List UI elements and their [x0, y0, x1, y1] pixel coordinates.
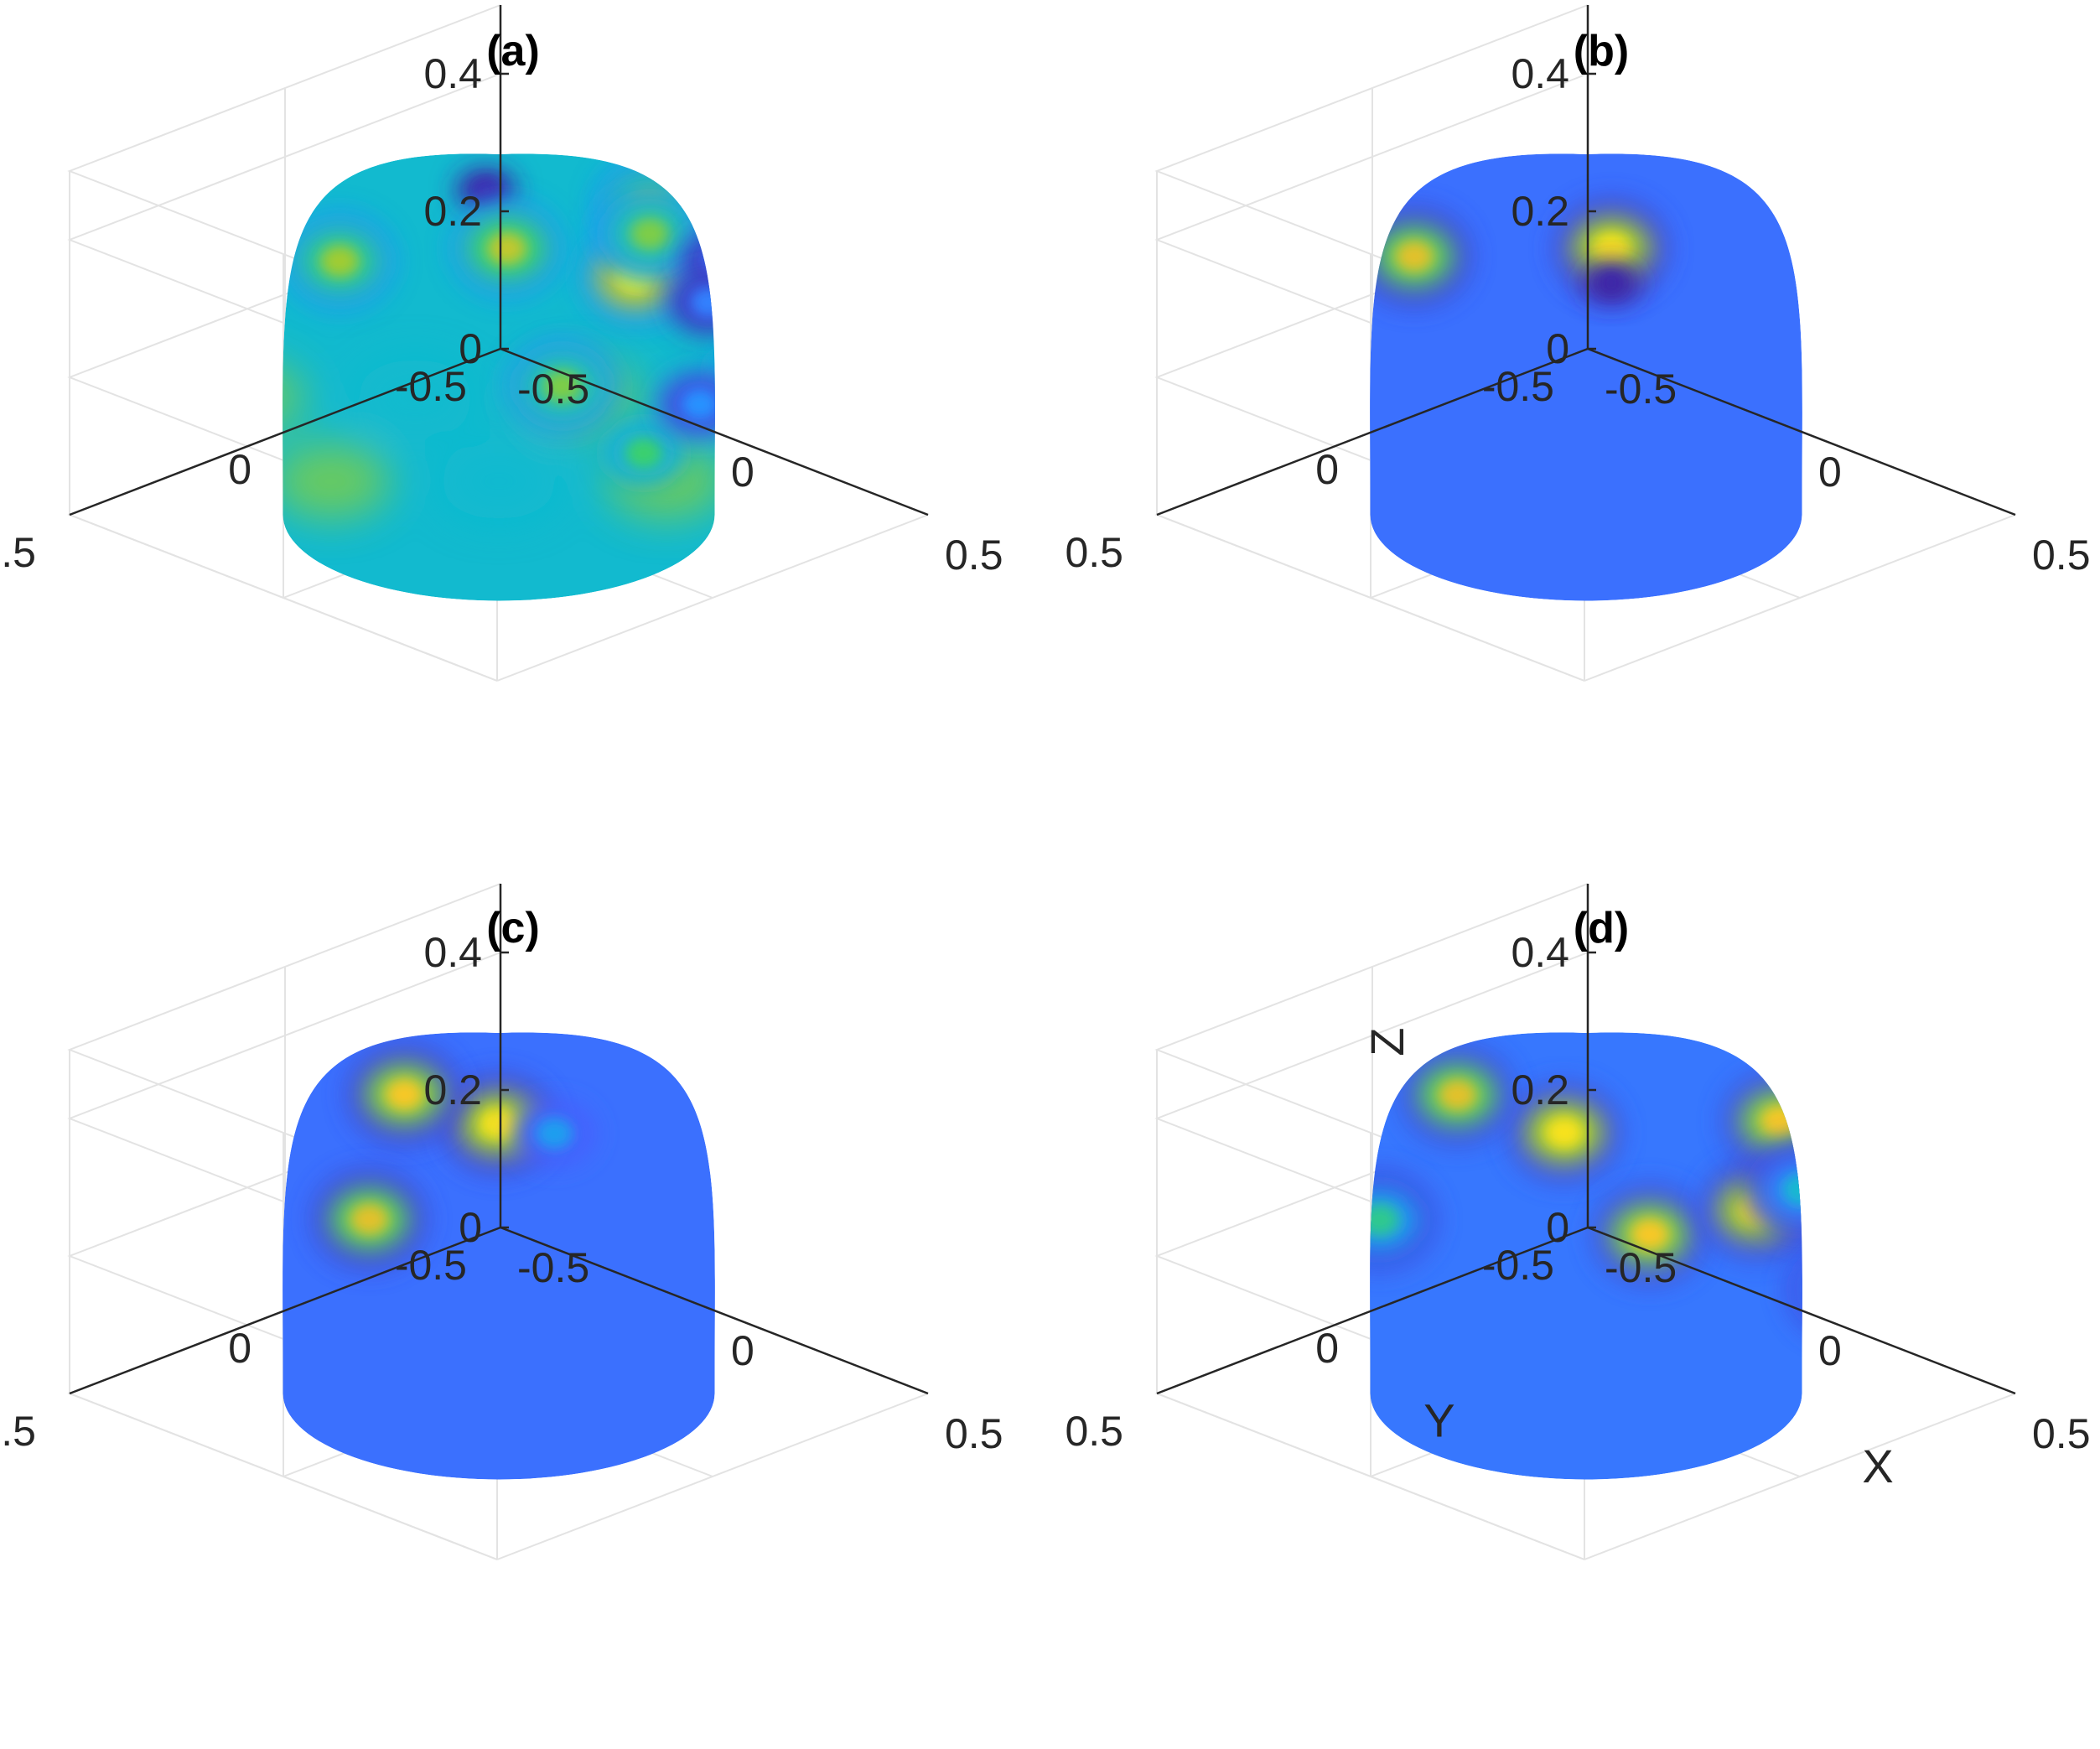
peak-13: [668, 270, 715, 335]
peak-1: [1400, 1045, 1515, 1145]
surface: [283, 1032, 715, 1480]
peak-6: [1786, 1238, 1802, 1340]
z-tick-label: 0: [459, 325, 482, 372]
z-tick-label: 0.4: [1511, 50, 1569, 97]
y-tick-label: -0.5: [395, 1242, 467, 1289]
surface: [1370, 1032, 1906, 1480]
x-tick-label: 0: [1818, 1327, 1842, 1374]
x-tick-label: 0: [1818, 449, 1842, 496]
peak-2: [1592, 1184, 1707, 1285]
peak-2: [312, 1169, 427, 1270]
axes: [69, 884, 929, 1395]
axes: [1156, 5, 2016, 516]
x-tick-label: 0: [731, 1327, 754, 1374]
peak-7: [707, 340, 715, 405]
peak-14: [659, 372, 715, 437]
x-tick-label: 0.5: [945, 532, 1003, 579]
panel-a: 00.20.4-0.500.5-0.500.5(a): [0, 4, 1003, 682]
y-tick-label: 0.5: [1065, 529, 1123, 576]
z-tick-label: 0: [1546, 1204, 1569, 1251]
x-axis-label: X: [1862, 1440, 1893, 1492]
y-tick-label: -0.5: [1482, 363, 1554, 410]
axes: [69, 5, 929, 516]
z-tick-label: 0.2: [423, 188, 482, 235]
x-tick-label: 0.5: [2032, 532, 2091, 579]
z-axis-label: Z: [1361, 1027, 1413, 1056]
panel-c: 00.20.4-0.500.5-0.500.5(c): [0, 883, 1003, 1560]
peak-4: [449, 198, 564, 299]
z-tick-label: 0.4: [1511, 929, 1569, 976]
y-tick-label: 0.5: [0, 529, 36, 576]
peak-9: [729, 320, 810, 384]
panel-title: (a): [486, 27, 540, 75]
y-tick-label: 0: [1315, 1325, 1339, 1372]
peak-3: [514, 1101, 595, 1165]
peak-1: [347, 1044, 462, 1145]
y-tick-label: 0.5: [1065, 1408, 1123, 1455]
z-tick-label: 0.4: [423, 50, 482, 97]
peak-6: [593, 183, 708, 284]
surface: [1370, 153, 1802, 601]
z-tick-label: 0.2: [1511, 188, 1569, 235]
y-tick-label: -0.5: [1482, 1242, 1554, 1289]
surface: [283, 153, 831, 601]
z-tick-label: 0: [1546, 325, 1569, 372]
x-tick-label: -0.5: [517, 366, 589, 413]
panel-title: (b): [1574, 27, 1629, 75]
y-tick-label: -0.5: [395, 363, 467, 410]
peak-1: [1370, 205, 1471, 307]
y-tick-label: 0: [1315, 446, 1339, 493]
y-tick-label: 0: [228, 1325, 251, 1372]
peak-8: [1825, 1213, 1906, 1277]
y-axis-label: Y: [1423, 1394, 1454, 1447]
panel-b: 00.20.4-0.500.5-0.500.5(b): [1065, 4, 2091, 682]
z-tick-label: 0.2: [1511, 1067, 1569, 1113]
panel-d: 00.20.4-0.500.5-0.500.5(d)ZYX: [1065, 883, 2091, 1560]
peak-0: [1554, 198, 1669, 299]
peak-8: [725, 323, 806, 387]
panel-title: (d): [1574, 904, 1629, 952]
peak-3: [283, 210, 397, 312]
x-tick-label: -0.5: [1605, 1244, 1677, 1291]
peak-10: [604, 421, 684, 485]
y-tick-label: 0.5: [0, 1408, 36, 1455]
peak-11: [750, 420, 831, 484]
x-tick-label: 0.5: [945, 1410, 1003, 1457]
x-tick-label: 0.5: [2032, 1410, 2091, 1457]
panel-title: (c): [486, 904, 540, 952]
peak-0: [1506, 1082, 1621, 1183]
peak-2: [1581, 261, 1642, 305]
x-tick-label: 0: [731, 449, 754, 496]
axes: [1156, 884, 2016, 1395]
y-tick-label: 0: [228, 446, 251, 493]
z-tick-label: 0.4: [423, 929, 482, 976]
peak-7: [1744, 1139, 1802, 1240]
z-tick-label: 0.2: [423, 1067, 482, 1113]
z-tick-label: 0: [459, 1204, 482, 1251]
x-tick-label: -0.5: [1605, 366, 1677, 413]
x-tick-label: -0.5: [517, 1244, 589, 1291]
